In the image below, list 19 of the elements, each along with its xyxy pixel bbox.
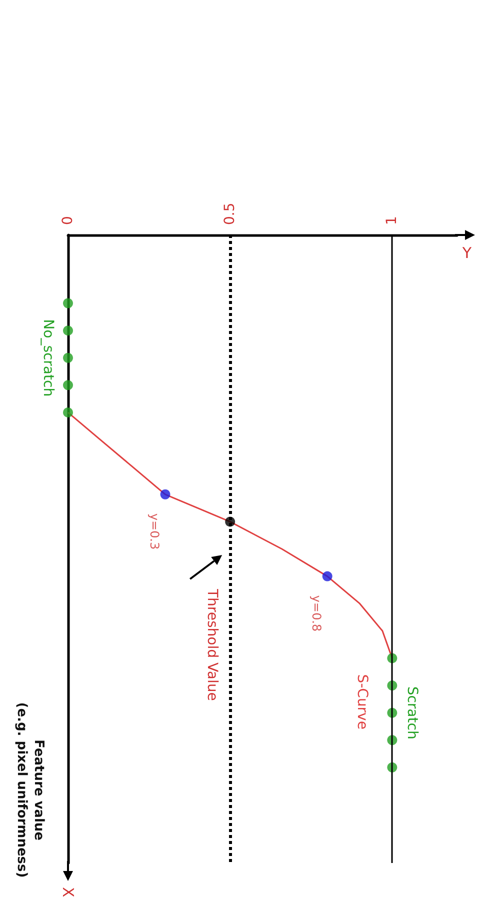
text: Scratch [404, 686, 420, 740]
x-tick-label: 1 [384, 216, 400, 225]
x-tick-label: 0.5 [222, 202, 238, 225]
text: Feature value (e.g. pixel uniformness) [14, 702, 46, 878]
y-axis-title: X [59, 887, 77, 898]
point [63, 380, 73, 390]
text: No_scratch [40, 319, 56, 397]
x-axis-title: Y [461, 244, 472, 262]
x-tick-label: 0 [60, 216, 76, 225]
ref-line-label: Threshold Value [204, 588, 220, 701]
point [63, 352, 73, 363]
text: S-Curve [354, 674, 370, 730]
point [63, 407, 73, 418]
point [322, 571, 332, 582]
data-label: y=0.3 [147, 513, 162, 550]
data-label: y=0.8 [309, 595, 324, 632]
point [63, 298, 73, 308]
point [63, 326, 73, 336]
point [160, 489, 170, 500]
